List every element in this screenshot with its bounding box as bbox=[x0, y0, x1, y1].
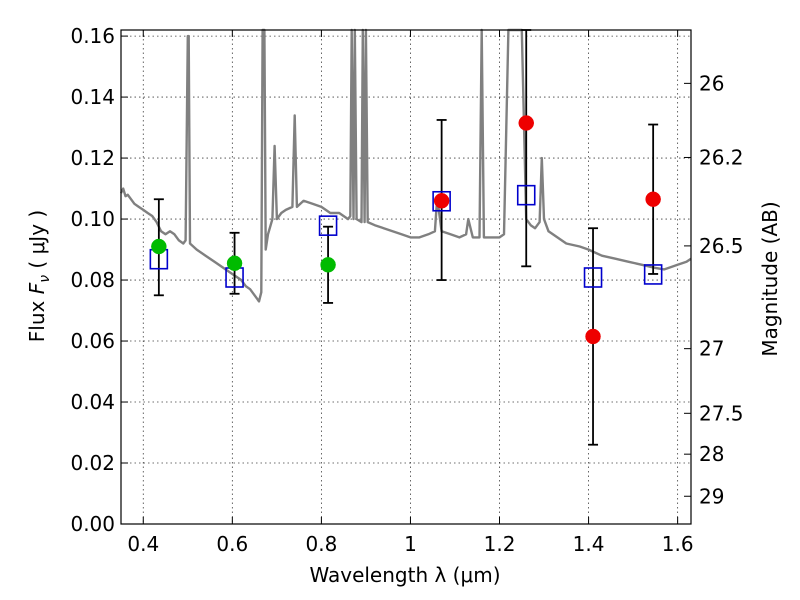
y2-tick-label: 27.5 bbox=[699, 401, 744, 425]
y-tick-label: 0.00 bbox=[70, 512, 115, 536]
axis-ticks bbox=[121, 30, 691, 525]
x-axis-label: Wavelength λ (μm) bbox=[309, 563, 500, 587]
plot-frame bbox=[120, 29, 692, 525]
nir-detection-point bbox=[585, 328, 601, 345]
model-spectrum-layer bbox=[119, 28, 692, 303]
nir-detection-point bbox=[518, 115, 534, 131]
model-spectrum-line bbox=[119, 28, 692, 303]
x-tick-label: 0.6 bbox=[216, 532, 248, 556]
model-photometry-square bbox=[516, 184, 536, 206]
y2-tick-label: 27 bbox=[699, 337, 724, 361]
y2-tick-label: 26 bbox=[699, 71, 724, 95]
y-axis-label-prefix: Flux bbox=[25, 294, 49, 342]
y2-tick-label: 26.5 bbox=[699, 234, 744, 258]
optical-detection-point bbox=[151, 238, 167, 255]
y-tick-label: 0.04 bbox=[70, 390, 115, 414]
y-tick-label: 0.10 bbox=[70, 207, 115, 231]
nir-detection-point bbox=[645, 191, 661, 207]
x-tick-label: 1.4 bbox=[573, 532, 605, 556]
x-tick-labels: 0.4 0.6 0.8 1 1.2 1.4 1.6 bbox=[127, 532, 693, 556]
y2-tick-label: 28 bbox=[699, 442, 724, 466]
x-tick-label: 1 bbox=[404, 532, 417, 556]
optical-detection-point bbox=[226, 255, 243, 272]
x-tick-label: 0.8 bbox=[305, 532, 337, 556]
y2-axis-label: Magnitude (AB) bbox=[758, 201, 782, 356]
y-axis-label: Flux Fν ( μJy ) bbox=[25, 210, 53, 342]
y-tick-label: 0.16 bbox=[70, 24, 115, 48]
grid bbox=[121, 30, 691, 525]
y2-tick-label: 29 bbox=[699, 484, 724, 508]
model-photometry-square bbox=[643, 264, 663, 285]
x-tick-label: 1.2 bbox=[484, 532, 516, 556]
y2-tick-labels: 26 26.2 26.5 27 27.5 28 29 bbox=[699, 71, 744, 508]
model-photometry-square bbox=[318, 215, 338, 236]
y-tick-label: 0.06 bbox=[70, 329, 115, 353]
y2-tick-label: 26.2 bbox=[699, 145, 744, 169]
error-bar-layer bbox=[153, 29, 659, 446]
y-tick-labels: 0.00 0.02 0.04 0.06 0.08 0.10 0.12 0.14 0.16 bbox=[70, 24, 115, 536]
nir-detection-point bbox=[433, 193, 450, 209]
x-tick-label: 1.6 bbox=[662, 532, 694, 556]
y-tick-label: 0.02 bbox=[70, 451, 115, 475]
y-tick-label: 0.14 bbox=[70, 85, 115, 109]
y-axis-label-symbol: F bbox=[25, 282, 49, 294]
y-axis-label-subscript: ν bbox=[37, 275, 53, 283]
detection-layer bbox=[151, 115, 661, 345]
model-photometry-square bbox=[432, 190, 451, 212]
x-tick-label: 0.4 bbox=[127, 532, 159, 556]
y-tick-label: 0.12 bbox=[70, 146, 115, 170]
y-tick-label: 0.08 bbox=[70, 268, 115, 292]
optical-detection-point bbox=[320, 257, 336, 273]
model-photometry-square bbox=[583, 267, 603, 288]
y-axis-label-units: ( μJy ) bbox=[25, 210, 49, 275]
